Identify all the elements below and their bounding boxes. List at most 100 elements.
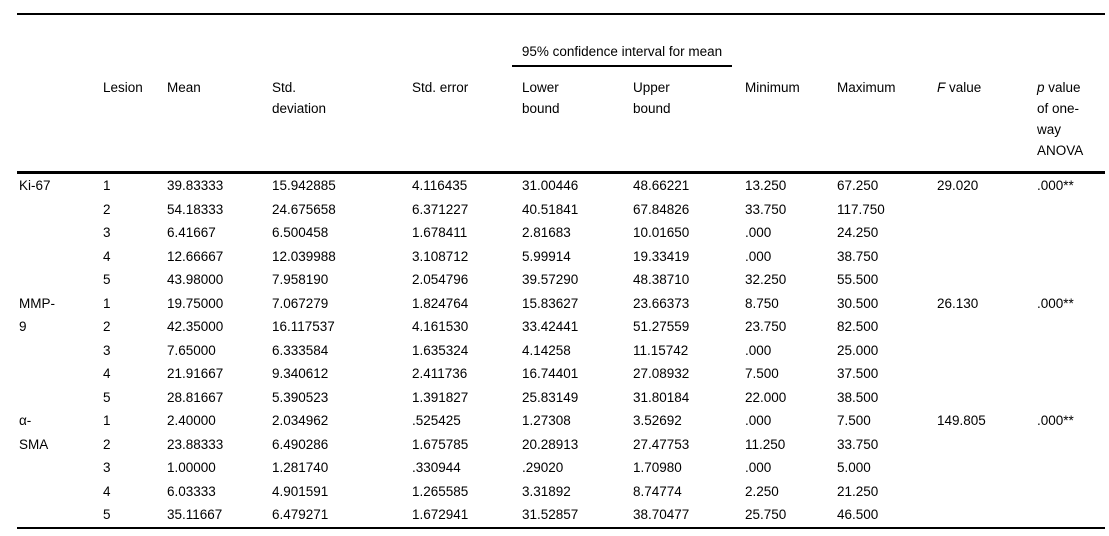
- lower-bound-cell: 40.51841: [522, 201, 579, 217]
- marker-label: MMP- 9: [17, 292, 103, 410]
- table-row: 5 28.81667 5.390523 1.391827 25.83149 31.8018…: [17, 386, 1105, 410]
- upper-bound-cell: 8.74774: [633, 483, 682, 499]
- lower-bound-cell: 31.00446: [522, 178, 579, 193]
- maximum-column-header: Maximum: [837, 67, 937, 174]
- minimum-cell: 13.250: [745, 178, 787, 193]
- table-row: α- SMA 1 2.40000 2.034962 .525425 1.27308 3.526…: [17, 409, 1105, 452]
- minimum-cell: 8.750: [745, 295, 779, 311]
- lesion-cell: 1: [103, 178, 111, 193]
- spanner-row: 95% confidence interval for mean: [17, 14, 1105, 67]
- lesion-cell: 3: [103, 225, 111, 240]
- std-error-cell: 1.672941: [412, 507, 469, 522]
- minimum-cell: .000: [745, 225, 772, 240]
- marker-label-line: MMP-: [19, 295, 55, 311]
- lesion-cell: 2: [103, 201, 111, 217]
- minimum-cell: .000: [745, 413, 772, 428]
- maximum-cell: 7.500: [837, 413, 871, 428]
- lesion-cell: 1: [103, 413, 111, 428]
- std-error-cell: 2.054796: [412, 272, 469, 287]
- f-value-cell: 29.020: [937, 178, 979, 193]
- p-value-cell: .000**: [1037, 413, 1074, 428]
- table-row: 4 6.03333 4.901591 1.265585 3.31892 8.74774 2.…: [17, 480, 1105, 504]
- maximum-cell: 33.750: [837, 436, 879, 452]
- upper-bound-cell: 48.66221: [633, 178, 690, 193]
- std-error-cell: 1.678411: [412, 225, 468, 240]
- f-value-cell: 26.130: [937, 295, 979, 311]
- table-row: Ki-67 1 39.83333 15.942885 4.116435 31.00446 4…: [17, 173, 1105, 198]
- mean-cell: 12.66667: [167, 248, 224, 264]
- mean-cell: 42.35000: [167, 319, 224, 334]
- std-error-cell: 4.161530: [412, 319, 469, 334]
- table-row: 5 35.11667 6.479271 1.672941 31.52857 38.7047…: [17, 503, 1105, 528]
- std-deviation-cell: 9.340612: [272, 366, 329, 381]
- lower-bound-column-header: Lower bound: [522, 67, 633, 174]
- std-error-cell: 1.675785: [412, 436, 469, 452]
- upper-bound-cell: 31.80184: [633, 389, 690, 405]
- marker-column-header: [17, 67, 103, 174]
- std-deviation-cell: 7.958190: [272, 272, 329, 287]
- maximum-cell: 67.250: [837, 178, 879, 193]
- p-value-column-header: p value of one- way ANOVA: [1037, 67, 1105, 174]
- mean-column-header: Mean: [167, 67, 272, 174]
- lower-bound-cell: 31.52857: [522, 507, 579, 522]
- table-body: Ki-67 1 39.83333 15.942885 4.116435 31.00446 4…: [17, 173, 1105, 528]
- lower-bound-cell: 15.83627: [522, 295, 579, 311]
- table-row: 2 42.35000 16.117537 4.161530 33.42441 51.275…: [17, 315, 1105, 339]
- upper-bound-cell: 27.08932: [633, 366, 690, 381]
- upper-bound-cell: 38.70477: [633, 507, 690, 522]
- lower-bound-cell: 20.28913: [522, 436, 579, 452]
- maximum-cell: 55.500: [837, 272, 879, 287]
- maximum-cell: 25.000: [837, 342, 879, 358]
- mean-cell: 35.11667: [167, 507, 223, 522]
- spacer-cell: [937, 14, 1037, 67]
- std-error-cell: 1.635324: [412, 342, 469, 358]
- upper-bound-column-header: Upper bound: [633, 67, 745, 174]
- table-row: 3 1.00000 1.281740 .330944 .29020 1.70980 .000…: [17, 456, 1105, 480]
- std-error-cell: 3.108712: [412, 248, 469, 264]
- minimum-cell: .000: [745, 248, 772, 264]
- std-deviation-cell: 16.117537: [272, 319, 335, 334]
- lower-bound-cell: 5.99914: [522, 248, 571, 264]
- mean-cell: 28.81667: [167, 389, 224, 405]
- std-error-cell: 2.411736: [412, 366, 468, 381]
- lower-bound-cell: 33.42441: [522, 319, 579, 334]
- mean-cell: 6.03333: [167, 483, 216, 499]
- maximum-cell: 38.500: [837, 389, 879, 405]
- upper-bound-cell: 10.01650: [633, 225, 690, 240]
- std-error-cell: .525425: [412, 413, 461, 428]
- f-value-cell: 149.805: [937, 413, 986, 428]
- mean-cell: 6.41667: [167, 225, 216, 240]
- lesion-cell: 4: [103, 366, 111, 381]
- lower-bound-cell: 2.81683: [522, 225, 571, 240]
- marker-label: α- SMA: [17, 409, 103, 528]
- std-deviation-cell: 24.675658: [272, 201, 336, 217]
- std-deviation-cell: 1.281740: [272, 460, 329, 475]
- minimum-cell: .000: [745, 460, 772, 475]
- table-row: 4 12.66667 12.039988 3.108712 5.99914 19.3341…: [17, 245, 1105, 269]
- upper-bound-cell: 67.84826: [633, 201, 690, 217]
- minimum-cell: 25.750: [745, 507, 787, 522]
- mean-cell: 39.83333: [167, 178, 224, 193]
- maximum-cell: 24.250: [837, 225, 879, 240]
- lesion-cell: 4: [103, 483, 111, 499]
- std-deviation-cell: 7.067279: [272, 295, 329, 311]
- lower-bound-cell: 4.14258: [522, 342, 571, 358]
- std-deviation-cell: 6.479271: [272, 507, 329, 522]
- std-error-cell: 4.116435: [412, 178, 468, 193]
- p-value-cell: .000**: [1037, 178, 1074, 193]
- table-row: 2 23.88333 6.490286 1.675785 20.28913 27.4775…: [17, 433, 1105, 457]
- lesion-cell: 2: [103, 436, 111, 452]
- std-deviation-cell: 6.490286: [272, 436, 329, 452]
- table-row: 3 6.41667 6.500458 1.678411 2.81683 10.01650.…: [17, 221, 1105, 245]
- mean-cell: 21.91667: [167, 366, 224, 381]
- maximum-cell: 30.500: [837, 295, 879, 311]
- p-value-cell: .000**: [1037, 295, 1074, 311]
- std-error-column-header: Std. error: [412, 67, 522, 174]
- upper-bound-cell: 27.47753: [633, 436, 690, 452]
- maximum-cell: 117.750: [837, 201, 885, 217]
- minimum-cell: 22.000: [745, 389, 787, 405]
- upper-bound-cell: 11.15742: [633, 342, 689, 358]
- marker-label-line: Ki-67: [19, 178, 51, 193]
- maximum-cell: 37.500: [837, 366, 879, 381]
- table-row: 3 7.65000 6.333584 1.635324 4.14258 11.15742.…: [17, 339, 1105, 363]
